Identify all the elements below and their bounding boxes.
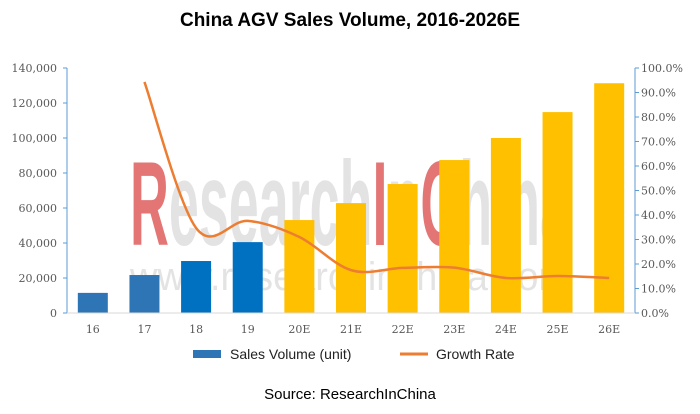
bar-23E — [439, 160, 470, 313]
bar-25E — [542, 112, 573, 313]
right-tick-label: 0.0% — [641, 307, 669, 320]
bar-19 — [232, 242, 263, 313]
right-tick-label: 50.0% — [641, 185, 676, 198]
left-tick-label: 60,000 — [19, 202, 58, 215]
x-tick-label: 22E — [392, 323, 414, 336]
bar-20E — [284, 220, 315, 313]
right-tick-label: 60.0% — [641, 160, 676, 173]
bar-16 — [77, 292, 108, 313]
legend: Sales Volume (unit) Growth Rate — [193, 346, 515, 362]
right-tick-label: 30.0% — [641, 234, 676, 247]
right-tick-label: 70.0% — [641, 136, 676, 149]
bar-24E — [490, 138, 521, 313]
bar-26E — [594, 83, 625, 313]
x-tick-label: 18 — [189, 323, 203, 336]
source-note: Source: ResearchInChina — [264, 386, 436, 403]
left-tick-label: 120,000 — [12, 97, 58, 110]
right-tick-label: 90.0% — [641, 87, 676, 100]
left-tick-label: 20,000 — [19, 272, 58, 285]
legend-label-sales: Sales Volume (unit) — [230, 346, 351, 362]
legend-swatch-sales — [193, 350, 221, 358]
right-tick-label: 100.0% — [641, 62, 683, 75]
bar-21E — [336, 203, 366, 313]
legend-label-growth: Growth Rate — [436, 346, 515, 362]
left-tick-label: 140,000 — [12, 62, 58, 75]
left-tick-label: 80,000 — [19, 167, 58, 180]
x-tick-label: 24E — [495, 323, 517, 336]
bar-18 — [181, 261, 212, 313]
right-tick-label: 80.0% — [641, 111, 676, 124]
left-tick-label: 0 — [50, 307, 57, 320]
right-tick-label: 10.0% — [641, 283, 676, 296]
x-tick-label: 26E — [598, 323, 620, 336]
x-tick-label: 23E — [443, 323, 465, 336]
bar-17 — [129, 275, 160, 313]
right-tick-label: 20.0% — [641, 258, 676, 271]
growth-rate-line — [143, 81, 610, 280]
chart-title: China AGV Sales Volume, 2016-2026E — [179, 10, 521, 31]
right-tick-label: 40.0% — [641, 209, 676, 222]
x-tick-label: 21E — [340, 323, 362, 336]
x-tick-label: 19 — [241, 323, 255, 336]
x-tick-label: 20E — [288, 323, 310, 336]
left-tick-label: 40,000 — [19, 237, 58, 250]
x-tick-label: 16 — [86, 323, 100, 336]
x-tick-label: 17 — [137, 323, 151, 336]
bar-22E — [387, 184, 418, 313]
x-tick-label: 25E — [547, 323, 569, 336]
left-tick-label: 100,000 — [12, 132, 58, 145]
